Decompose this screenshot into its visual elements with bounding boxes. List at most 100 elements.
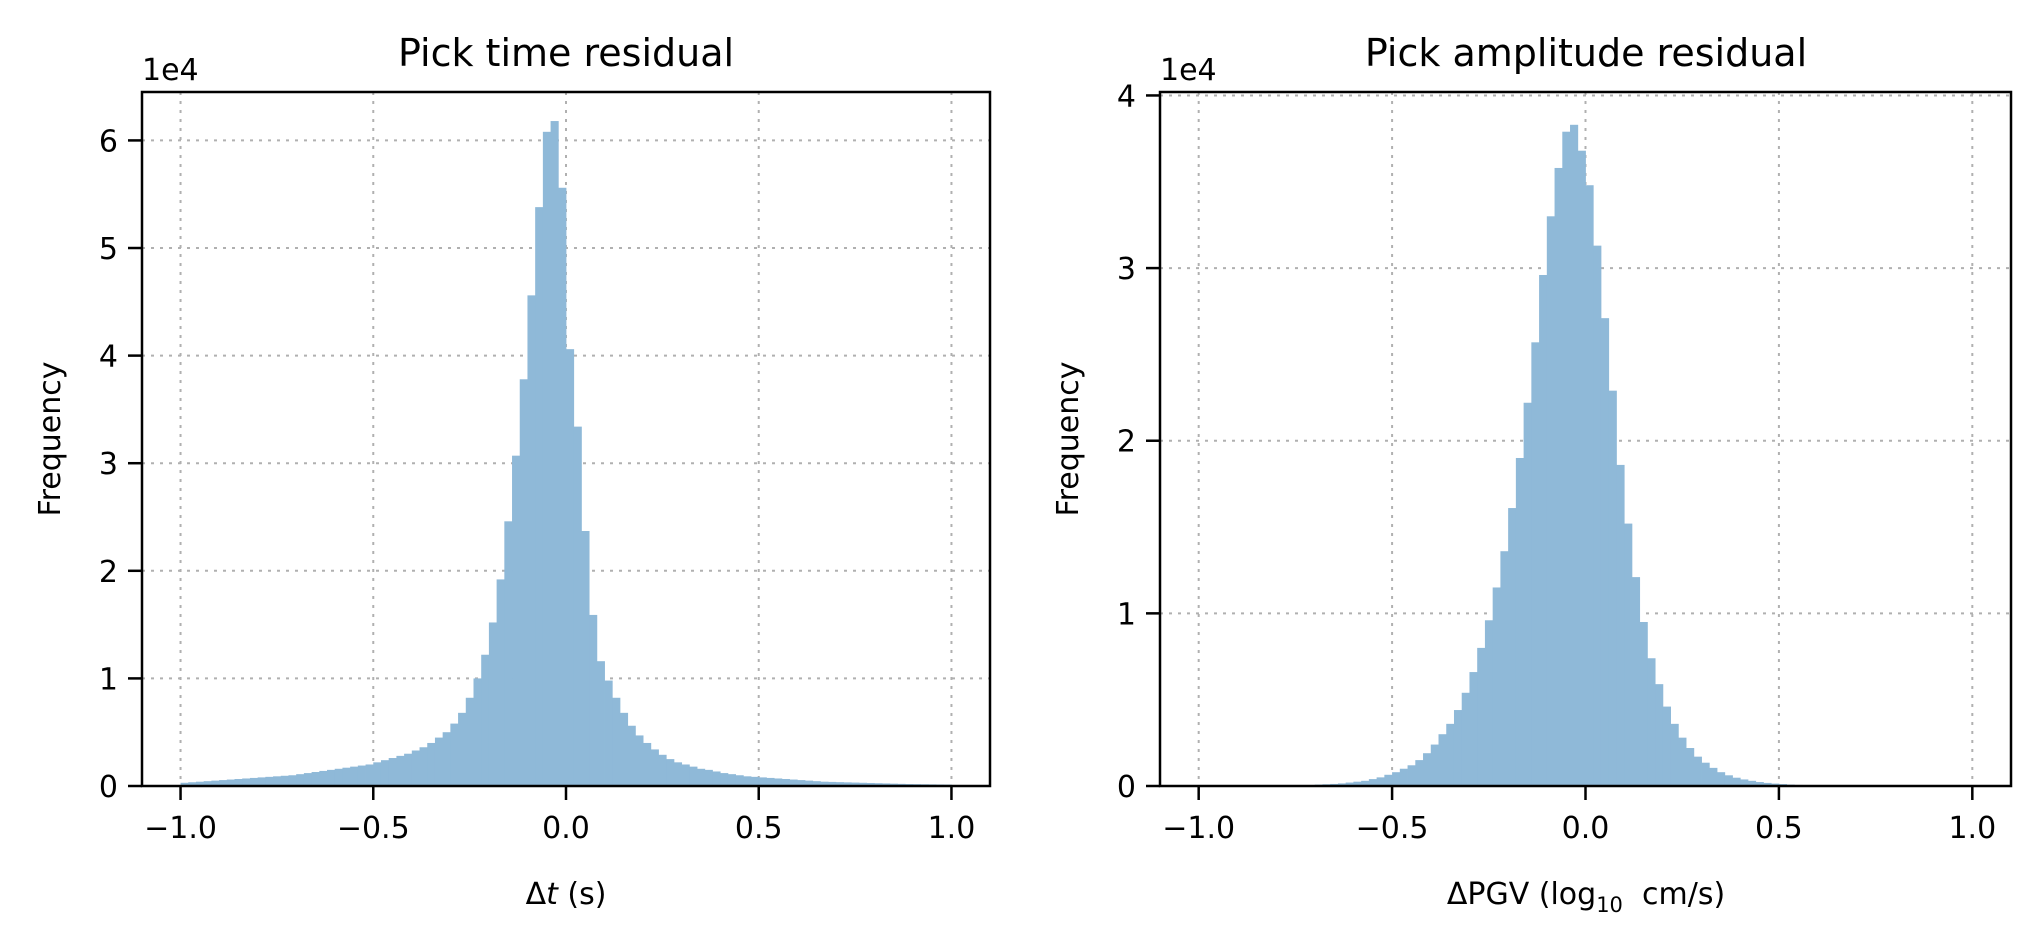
- histogram-bar: [1423, 753, 1432, 786]
- histogram-bar: [1608, 390, 1617, 786]
- histogram-bars: [180, 121, 952, 787]
- histogram-bar: [643, 742, 652, 786]
- histogram-bar: [442, 732, 451, 786]
- histogram-bar: [1539, 274, 1548, 786]
- histogram-bar: [365, 764, 374, 786]
- histogram-bar: [1701, 762, 1710, 786]
- histogram-bar: [195, 781, 205, 786]
- histogram-bar: [1670, 723, 1679, 786]
- histogram-bar: [797, 780, 806, 786]
- histogram-bar: [296, 774, 305, 786]
- y-tick-label: 5: [99, 232, 118, 267]
- y-tick-label: 1: [99, 662, 118, 697]
- histogram-bar: [681, 764, 690, 786]
- histogram-bar: [558, 187, 567, 787]
- histogram-bar: [658, 754, 667, 786]
- histogram-bar: [1523, 402, 1532, 786]
- histogram-bar: [858, 782, 868, 786]
- histogram-bars: [1306, 124, 1857, 787]
- histogram-bar: [874, 783, 883, 786]
- histogram-bar: [751, 776, 760, 786]
- histogram-bar: [619, 712, 629, 786]
- histogram-bar: [650, 749, 659, 786]
- histogram-bar: [465, 697, 474, 786]
- histogram-bar: [727, 774, 736, 786]
- histogram-bar: [388, 758, 397, 786]
- histogram-bar: [419, 747, 428, 786]
- histogram-bar: [612, 697, 621, 786]
- histogram-bar: [1717, 772, 1726, 786]
- histogram-bar: [758, 777, 767, 786]
- histogram-bar: [1368, 779, 1378, 786]
- histogram-bar: [1484, 620, 1494, 786]
- x-tick-label: −0.5: [1356, 811, 1429, 846]
- histogram-bar: [350, 766, 359, 786]
- histogram-bar: [311, 772, 320, 786]
- histogram-bar: [519, 379, 528, 786]
- histogram-bar: [226, 779, 235, 786]
- histogram-bar: [820, 781, 829, 786]
- histogram-bar: [535, 207, 544, 787]
- histogram-bar: [843, 782, 852, 786]
- x-axis-label: Δt (s): [526, 877, 607, 912]
- histogram-bar: [604, 680, 613, 786]
- histogram-bar: [581, 530, 590, 786]
- x-tick-label: 0.0: [542, 811, 590, 846]
- histogram-bar: [1407, 765, 1416, 786]
- histogram-bar: [1469, 672, 1478, 786]
- y-tick-label: 3: [99, 447, 118, 482]
- histogram-bar: [1477, 647, 1486, 786]
- histogram-bar: [265, 776, 274, 786]
- histogram-bar: [673, 762, 683, 786]
- histogram-bar: [1747, 780, 1757, 786]
- y-axis-label: Frequency: [33, 362, 68, 517]
- histogram-bar: [257, 777, 266, 786]
- histogram-bar: [219, 780, 228, 786]
- histogram-bar: [303, 773, 312, 786]
- histogram-bar: [1724, 775, 1733, 786]
- histogram-bar: [458, 712, 467, 786]
- histogram-bar: [1686, 748, 1695, 786]
- histogram-bar: [481, 654, 490, 786]
- histogram-bar: [550, 121, 559, 787]
- histogram-bar: [327, 769, 336, 786]
- x-tick-label: 0.5: [735, 811, 783, 846]
- histogram-bar: [342, 767, 351, 786]
- y-tick-label: 3: [1117, 252, 1136, 287]
- y-tick-label: 4: [1117, 79, 1136, 114]
- histogram-bar: [273, 776, 282, 786]
- x-axis-ticks: −1.0 −0.5 0.0 0.5 1.0: [1162, 786, 1996, 846]
- y-tick-label: 2: [1117, 425, 1136, 460]
- histogram-bar: [812, 781, 821, 786]
- histogram-bar: [689, 766, 698, 786]
- histogram-bar: [866, 782, 875, 786]
- histogram-bar: [380, 760, 390, 786]
- histogram-bar: [319, 770, 328, 786]
- histogram-bar: [1492, 587, 1501, 786]
- x-tick-label: −0.5: [337, 811, 410, 846]
- histogram-bar: [1376, 777, 1385, 786]
- histogram-bar: [1616, 464, 1625, 786]
- y-tick-label: 0: [99, 770, 118, 805]
- histogram-bar: [1392, 772, 1401, 786]
- x-tick-label: 0.5: [1755, 811, 1803, 846]
- histogram-bar: [1655, 684, 1664, 786]
- x-tick-label: 1.0: [928, 811, 976, 846]
- histogram-bar: [396, 755, 405, 786]
- histogram-bar: [211, 780, 220, 786]
- histogram-bar: [1570, 124, 1579, 786]
- histogram-bar: [1693, 756, 1702, 786]
- histogram-bar: [1415, 760, 1424, 786]
- y-axis-ticks: 0 1 2 3 4 5 6: [99, 124, 142, 805]
- histogram-bar: [589, 614, 598, 786]
- histogram-bar: [203, 781, 212, 786]
- histogram-bar: [573, 426, 582, 786]
- histogram-bar: [1624, 523, 1633, 786]
- histogram-bar: [1384, 774, 1393, 786]
- histogram-bar: [835, 782, 844, 786]
- histogram-bar: [596, 661, 605, 786]
- histogram-bar: [566, 349, 575, 786]
- histogram-bar: [242, 778, 251, 786]
- y-offset-text: 1e4: [142, 53, 199, 88]
